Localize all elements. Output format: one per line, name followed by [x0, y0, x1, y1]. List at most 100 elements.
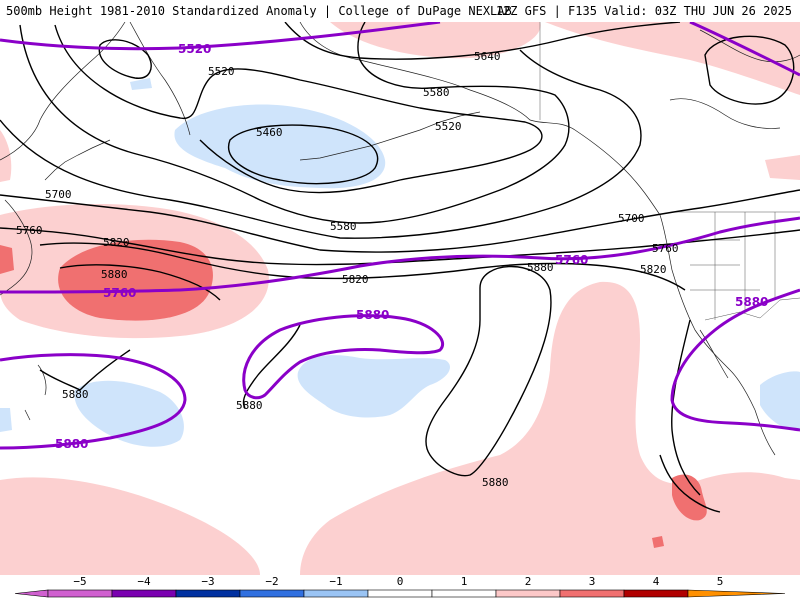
contour-label: 5880 — [482, 476, 509, 489]
contour-5820 — [39, 242, 686, 291]
contour-labels: 5520 5520 5520 5460 5640 5580 5580 5700 … — [16, 42, 768, 489]
contour-label: 5760 — [652, 242, 679, 255]
map-title: 500mb Height 1981-2010 Standardized Anom… — [6, 4, 512, 18]
contour-label: 5880 — [101, 268, 128, 281]
contour-label: 5700 — [45, 188, 72, 201]
contour-label: 5460 — [256, 126, 283, 139]
contour-label: 5880 — [735, 295, 768, 309]
contour-5880-central — [242, 324, 301, 409]
positive-anomaly-region — [58, 239, 213, 321]
contour-5640-b — [0, 49, 642, 239]
contour-5880-east — [671, 319, 701, 496]
legend-color-swatch — [303, 589, 369, 598]
contour-label: 5640 — [474, 50, 501, 63]
legend-color-swatch — [559, 589, 625, 598]
contour-5880-loop — [425, 265, 552, 477]
negative-anomaly-region — [0, 408, 12, 432]
legend-color-bar — [14, 589, 786, 598]
contour-5700 — [0, 189, 800, 253]
legend-tick-label: 3 — [589, 575, 596, 588]
legend-tick-label: 0 — [397, 575, 404, 588]
legend-color-swatch — [175, 589, 241, 598]
anomaly-color-legend: −5 −4 −3 −2 −1 0 1 2 3 4 5 — [14, 575, 786, 598]
contour-label: 5760 — [555, 253, 588, 267]
contour-5880-sw — [39, 349, 131, 391]
positive-anomaly-region — [765, 155, 800, 180]
contour-ne-loop — [704, 35, 795, 105]
contour-5880-se — [659, 454, 721, 513]
kamchatka-coast — [129, 22, 191, 136]
negative-anomaly-region — [297, 355, 450, 418]
positive-anomaly-region — [330, 22, 541, 59]
negative-anomaly-region — [74, 380, 184, 447]
contour-5460 — [227, 124, 379, 185]
legend-tick-label: −5 — [73, 575, 86, 588]
contour-5880-highlight-mid — [242, 314, 444, 400]
contour-5520-highlight — [0, 22, 441, 51]
na-west-coast — [659, 214, 776, 456]
legend-tick-label: −2 — [265, 575, 278, 588]
contour-label: 5820 — [103, 236, 130, 249]
legend-arrow-left — [14, 589, 49, 598]
contour-label: 5580 — [423, 86, 450, 99]
canada-islands — [669, 98, 781, 129]
contour-5880-highlight-west — [0, 353, 187, 450]
contour-label: 5820 — [640, 263, 667, 276]
aleutian-chain — [299, 111, 481, 161]
legend-color-swatch — [47, 589, 113, 598]
contour-5880-west — [59, 264, 221, 301]
contour-5760-highlight — [0, 216, 800, 294]
negative-anomaly-region — [174, 104, 386, 189]
legend-color-swatch — [495, 589, 561, 598]
map-header: 500mb Height 1981-2010 Standardized Anom… — [0, 0, 800, 22]
contour-5520 — [54, 24, 543, 194]
model-run-info: 12Z GFS | F135 Valid: 03Z THU JUN 26 202… — [495, 4, 792, 18]
negative-anomaly-region — [760, 371, 800, 431]
contour-5520-highlight-ne — [689, 22, 800, 77]
legend-tick-label: 5 — [717, 575, 724, 588]
japan-coast — [0, 199, 33, 296]
positive-anomaly-region — [0, 130, 12, 182]
kuril-islands — [44, 139, 111, 181]
contour-label: 5700 — [618, 212, 645, 225]
contour-label: 5820 — [342, 273, 369, 286]
contour-label: 5880 — [55, 437, 88, 451]
legend-color-swatch — [111, 589, 177, 598]
negative-anomaly-region — [130, 78, 152, 90]
legend-color-swatch — [367, 589, 433, 598]
weather-map: 5520 5520 5520 5460 5640 5580 5580 5700 … — [0, 22, 800, 575]
legend-tick-label: −3 — [201, 575, 214, 588]
height-contours — [0, 22, 800, 513]
positive-anomaly-region — [300, 281, 800, 575]
highlight-contours — [0, 22, 800, 450]
negative-anomaly-shading — [0, 78, 800, 447]
contour-label: 5760 — [16, 224, 43, 237]
legend-tick-label: 2 — [525, 575, 532, 588]
contour-label: 5880 — [236, 399, 263, 412]
positive-anomaly-region — [545, 22, 800, 95]
positive-anomaly-region — [0, 477, 260, 575]
contour-label: 5880 — [527, 261, 554, 274]
contour-label: 5520 — [435, 120, 462, 133]
legend-tick-label: −1 — [329, 575, 342, 588]
legend-color-swatch — [431, 589, 497, 598]
contour-label: 5760 — [103, 286, 136, 300]
contour-5580 — [19, 22, 570, 224]
legend-tick-labels: −5 −4 −3 −2 −1 0 1 2 3 4 5 — [73, 575, 723, 588]
contour-label: 5520 — [178, 42, 211, 56]
contour-label: 5520 — [208, 65, 235, 78]
contour-label: 5580 — [330, 220, 357, 233]
contour-5520-low — [98, 39, 152, 79]
baja-peninsula — [699, 329, 729, 379]
positive-anomaly-region — [652, 536, 664, 548]
contour-5880-highlight-east — [670, 288, 800, 432]
us-mexico-border — [704, 297, 800, 321]
legend-color-swatch — [623, 589, 689, 598]
positive-anomaly-region — [0, 245, 14, 274]
contour-5640 — [284, 22, 681, 60]
legend-tick-label: 4 — [653, 575, 660, 588]
contour-label: 5880 — [356, 308, 389, 322]
legend-tick-label: 1 — [461, 575, 468, 588]
philippines — [24, 364, 47, 421]
contour-label: 5880 — [62, 388, 89, 401]
